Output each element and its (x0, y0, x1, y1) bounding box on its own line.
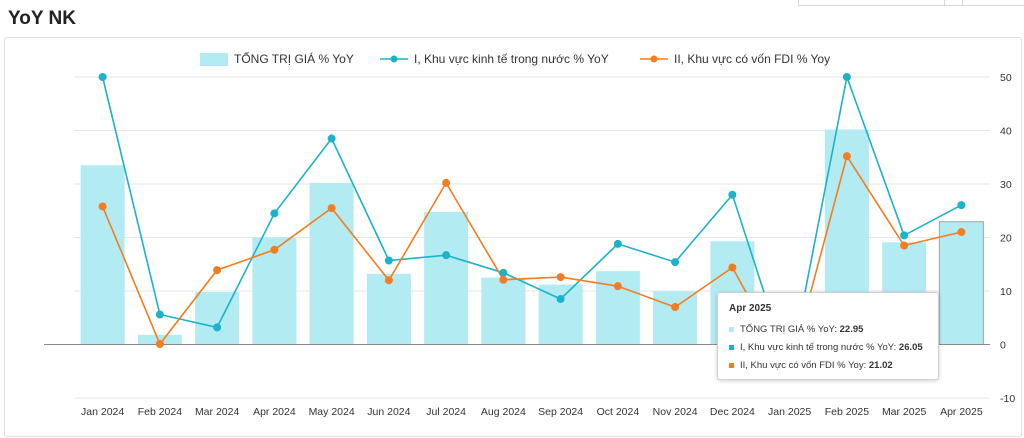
bar[interactable] (424, 211, 469, 345)
series-line (101, 154, 962, 374)
y-axis-ticks: -10 0 10 20 30 40 50 (1000, 72, 1015, 405)
bar[interactable] (137, 334, 182, 345)
y-tick-label: 50 (1000, 72, 1012, 84)
legend[interactable]: TỔNG TRỊ GIÁ % YoY I, Khu vực kinh tế tro… (200, 51, 830, 66)
data-point[interactable] (842, 73, 851, 81)
bar[interactable] (653, 291, 698, 345)
x-tick-label: Jan 2024 (81, 406, 124, 418)
data-point[interactable] (384, 256, 393, 265)
tooltip-row-total: TỔNG TRỊ GIÁ % YoY: 22.95 (729, 324, 863, 335)
tooltip-value: 26.05 (898, 342, 923, 353)
x-tick-label: Sep 2024 (538, 406, 583, 418)
data-point[interactable] (556, 295, 565, 304)
data-point[interactable] (327, 134, 336, 143)
data-point[interactable] (384, 276, 393, 285)
data-point[interactable] (728, 263, 737, 272)
series-line (101, 74, 962, 375)
tooltip: Apr 2025 TỔNG TRỊ GIÁ % YoY: 22.95 I, Kh… (717, 292, 939, 380)
tooltip-title: Apr 2025 (729, 303, 772, 314)
y-tick-label: 20 (1000, 233, 1012, 245)
bar[interactable] (80, 165, 125, 345)
x-tick-label: Jan 2025 (768, 406, 811, 418)
data-point[interactable] (270, 245, 279, 254)
data-point[interactable] (442, 251, 451, 260)
legend-label[interactable]: TỔNG TRỊ GIÁ % YoY (234, 51, 354, 66)
bar[interactable] (938, 221, 984, 345)
data-point[interactable] (442, 178, 451, 187)
bar[interactable] (195, 292, 240, 345)
bar-swatch-icon (729, 326, 734, 332)
data-point[interactable] (613, 282, 622, 291)
data-point[interactable] (842, 152, 851, 161)
data-point[interactable] (556, 273, 565, 282)
x-tick-label: Mar 2024 (195, 406, 240, 418)
bar[interactable] (366, 273, 411, 345)
legend-label[interactable]: II, Khu vực có vốn FDI % Yoy (674, 52, 830, 66)
data-point[interactable] (155, 310, 164, 319)
y-tick-label: 0 (1000, 340, 1006, 352)
tooltip-value: 22.95 (839, 324, 864, 335)
legend-point-icon (650, 55, 658, 63)
y-tick-label: 10 (1000, 286, 1012, 298)
domestic-swatch-icon (729, 344, 734, 350)
tooltip-row-fdi: II, Khu vực có vốn FDI % Yoy: 21.02 (729, 360, 893, 371)
data-point[interactable] (155, 339, 164, 348)
data-point[interactable] (671, 258, 680, 267)
data-point[interactable] (327, 204, 336, 213)
series-lines (101, 74, 962, 375)
top-tab-strip[interactable] (798, 0, 1024, 6)
data-point[interactable] (98, 73, 107, 81)
x-tick-label: Feb 2025 (825, 406, 870, 418)
x-tick-label: Apr 2024 (253, 406, 296, 418)
fdi-swatch-icon (729, 362, 734, 368)
bar[interactable] (481, 277, 526, 345)
data-point[interactable] (499, 275, 508, 284)
x-tick-label: Mar 2025 (882, 406, 927, 418)
x-tick-label: Feb 2024 (138, 406, 183, 418)
x-tick-label: May 2024 (309, 406, 355, 418)
data-point[interactable] (728, 190, 737, 199)
x-tick-label: Oct 2024 (597, 406, 640, 418)
page-title: YoY NK (8, 8, 76, 29)
x-tick-label: Jun 2024 (367, 406, 410, 418)
tooltip-label: TỔNG TRỊ GIÁ % YoY: (740, 324, 837, 335)
legend-label[interactable]: I, Khu vực kinh tế trong nước % YoY (414, 52, 609, 66)
legend-bar-swatch-icon (200, 53, 228, 66)
x-tick-label: Nov 2024 (653, 406, 698, 418)
x-tick-label: Apr 2025 (940, 406, 983, 418)
tooltip-label: I, Khu vực kinh tế trong nước % YoY: (740, 342, 897, 353)
tooltip-label: II, Khu vực có vốn FDI % Yoy: (740, 360, 867, 371)
legend-point-icon (390, 55, 398, 63)
x-tick-label: Jul 2024 (426, 406, 466, 418)
data-point[interactable] (957, 201, 966, 210)
y-tick-label: -10 (1000, 393, 1015, 405)
data-point[interactable] (900, 241, 909, 250)
y-tick-label: 40 (1000, 126, 1012, 138)
data-point[interactable] (213, 323, 222, 332)
data-point[interactable] (213, 266, 222, 275)
data-point[interactable] (98, 202, 107, 211)
tab-divider (944, 0, 945, 5)
data-point[interactable] (499, 268, 508, 277)
data-point[interactable] (613, 239, 622, 248)
x-tick-label: Dec 2024 (710, 406, 755, 418)
tab-divider (962, 0, 963, 5)
bar[interactable] (538, 284, 583, 345)
x-axis-ticks: Jan 2024 Feb 2024 Mar 2024 Apr 2024 May 2024… (81, 406, 983, 418)
data-point[interactable] (900, 231, 909, 240)
tooltip-row-domestic: I, Khu vực kinh tế trong nước % YoY: 26.… (729, 342, 923, 353)
data-point[interactable] (671, 303, 680, 312)
tooltip-value: 21.02 (868, 360, 893, 371)
data-point[interactable] (270, 209, 279, 218)
y-tick-label: 30 (1000, 179, 1012, 191)
x-tick-label: Aug 2024 (481, 406, 526, 418)
data-point[interactable] (957, 228, 966, 237)
